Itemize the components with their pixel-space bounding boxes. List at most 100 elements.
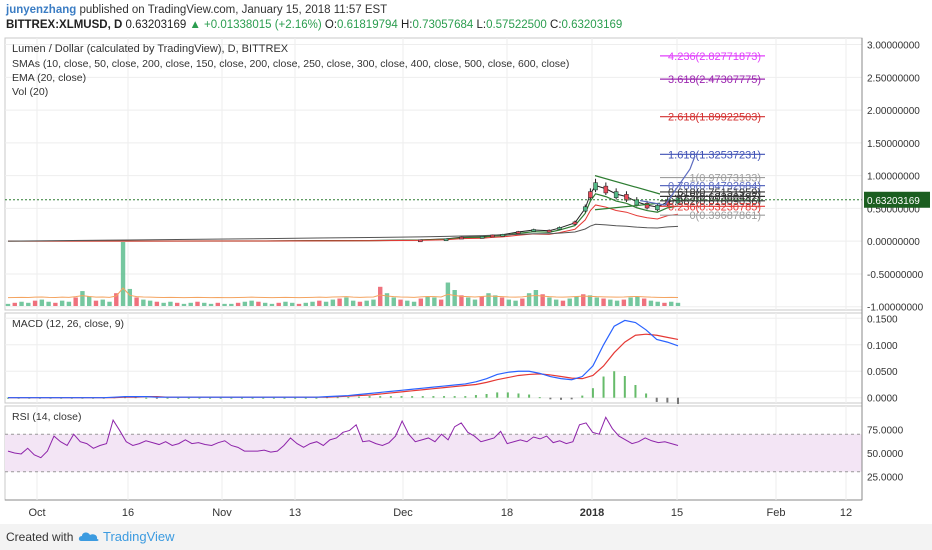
macd-histogram-bar bbox=[389, 396, 392, 398]
macd-histogram-bar bbox=[230, 397, 233, 399]
volume-bar bbox=[506, 299, 512, 306]
volume-bar bbox=[59, 300, 65, 306]
macd-histogram-bar bbox=[155, 397, 158, 399]
macd-histogram-bar bbox=[549, 397, 552, 400]
macd-histogram-bar bbox=[538, 397, 541, 399]
macd-histogram-bar bbox=[421, 396, 424, 398]
candle-body bbox=[613, 191, 619, 199]
volume-bar bbox=[330, 299, 336, 306]
volume-bar bbox=[32, 300, 38, 306]
created-with-label: Created with bbox=[6, 530, 74, 544]
volume-bar bbox=[479, 296, 484, 306]
candle-body bbox=[531, 229, 536, 232]
volume-bar bbox=[499, 297, 505, 306]
volume-bar bbox=[19, 301, 24, 306]
volume-bar bbox=[93, 300, 99, 306]
volume-bar bbox=[195, 301, 200, 306]
volume-bar bbox=[493, 295, 498, 306]
volume-bar bbox=[662, 302, 667, 306]
volume-bar bbox=[411, 301, 417, 306]
volume-bar bbox=[290, 302, 295, 306]
volume-bar bbox=[520, 298, 525, 306]
chart-canvas: Oct 16 Nov 13 Dec 18 2018 15 Feb 12 3.00000000 2.50… bbox=[4, 37, 930, 519]
volume-bar bbox=[452, 290, 457, 306]
fib-level-label: 1.618(1.32537231) bbox=[668, 149, 761, 161]
macd-histogram-bar bbox=[294, 397, 297, 399]
macd-histogram-bar bbox=[336, 397, 339, 399]
volume-bar bbox=[425, 296, 430, 306]
indicator-legend: SMAs (10, close, 50, close, 200, close, … bbox=[12, 58, 569, 70]
volume-bar bbox=[472, 299, 478, 306]
close-value: 0.63203169 bbox=[561, 19, 623, 31]
volume-bar bbox=[459, 295, 464, 306]
price-axis-tick: 0.00000000 bbox=[867, 237, 920, 248]
volume-bar bbox=[398, 299, 403, 306]
last-price-badge bbox=[864, 191, 930, 208]
candle-body bbox=[500, 234, 506, 237]
volume-bar bbox=[317, 300, 322, 306]
trendline-upper bbox=[594, 175, 661, 195]
macd-histogram-bar bbox=[623, 376, 626, 398]
fib-level-label: 0(0.39687861) bbox=[689, 210, 761, 222]
volume-bar bbox=[87, 296, 92, 306]
volume-bar bbox=[526, 293, 532, 306]
tradingview-brand[interactable]: TradingView bbox=[103, 529, 175, 544]
volume-bar bbox=[438, 299, 444, 306]
macd-histogram-bar bbox=[347, 397, 350, 399]
volume-bar bbox=[378, 286, 383, 306]
rsi-axis-tick: 25.0000 bbox=[867, 473, 904, 484]
high-value: 0.73057684 bbox=[412, 19, 474, 31]
candle-body bbox=[588, 191, 593, 199]
volume-bar bbox=[249, 300, 254, 306]
macd-axis-tick: 0.0500 bbox=[867, 367, 898, 378]
macd-histogram-bar bbox=[528, 394, 531, 398]
volume-bar bbox=[12, 302, 17, 306]
price-axis-tick: 3.00000000 bbox=[867, 41, 920, 52]
volume-bar bbox=[486, 293, 491, 306]
candle-body bbox=[593, 182, 598, 191]
author-name[interactable]: junyenzhang bbox=[6, 4, 77, 16]
time-axis-label: Dec bbox=[393, 507, 413, 519]
candle-body bbox=[603, 185, 609, 194]
macd-histogram-bar bbox=[145, 397, 148, 399]
high-label: H: bbox=[401, 19, 413, 31]
volume-bar bbox=[574, 296, 579, 306]
volume-bar bbox=[276, 302, 281, 306]
volume-bar bbox=[202, 302, 207, 306]
volume-bar bbox=[560, 300, 566, 306]
macd-histogram-bar bbox=[400, 396, 403, 398]
macd-histogram-bar bbox=[198, 397, 201, 399]
macd-histogram-bar bbox=[581, 395, 584, 398]
volume-bar bbox=[587, 295, 593, 306]
low-label: L: bbox=[476, 19, 487, 31]
volume-bar bbox=[141, 299, 146, 306]
volume-bar bbox=[39, 299, 45, 306]
volume-bar bbox=[418, 298, 424, 306]
macd-histogram-bar bbox=[187, 397, 190, 399]
volume-bar bbox=[114, 293, 119, 306]
macd-histogram-bar bbox=[453, 396, 456, 398]
volume-bar bbox=[432, 297, 437, 306]
fib-level-label: 2.618(1.89922503) bbox=[668, 112, 761, 124]
macd-histogram-bar bbox=[262, 397, 265, 399]
sma-long-line bbox=[7, 223, 679, 242]
candle-body bbox=[634, 199, 640, 206]
volume-bar bbox=[567, 298, 572, 306]
volume-bar bbox=[675, 302, 681, 306]
volume-bar bbox=[269, 303, 275, 306]
volume-bar bbox=[53, 302, 58, 306]
volume-bar bbox=[222, 303, 227, 306]
volume-bar bbox=[5, 303, 11, 306]
volume-bar bbox=[80, 291, 85, 306]
macd-histogram-bar bbox=[283, 397, 286, 399]
macd-axis-tick: 0.0000 bbox=[867, 394, 898, 405]
fib-level-label: 4.236(2.82771873) bbox=[668, 51, 761, 63]
candle-body bbox=[582, 206, 588, 212]
macd-histogram-bar bbox=[432, 396, 435, 398]
indicator-legend: EMA (20, close) bbox=[12, 72, 86, 84]
price-axis-tick: 1.00000000 bbox=[867, 172, 920, 183]
volume-bar bbox=[127, 288, 133, 306]
macd-histogram-bar bbox=[219, 397, 222, 399]
time-axis-label: 15 bbox=[671, 507, 683, 519]
candle-body bbox=[515, 231, 521, 234]
